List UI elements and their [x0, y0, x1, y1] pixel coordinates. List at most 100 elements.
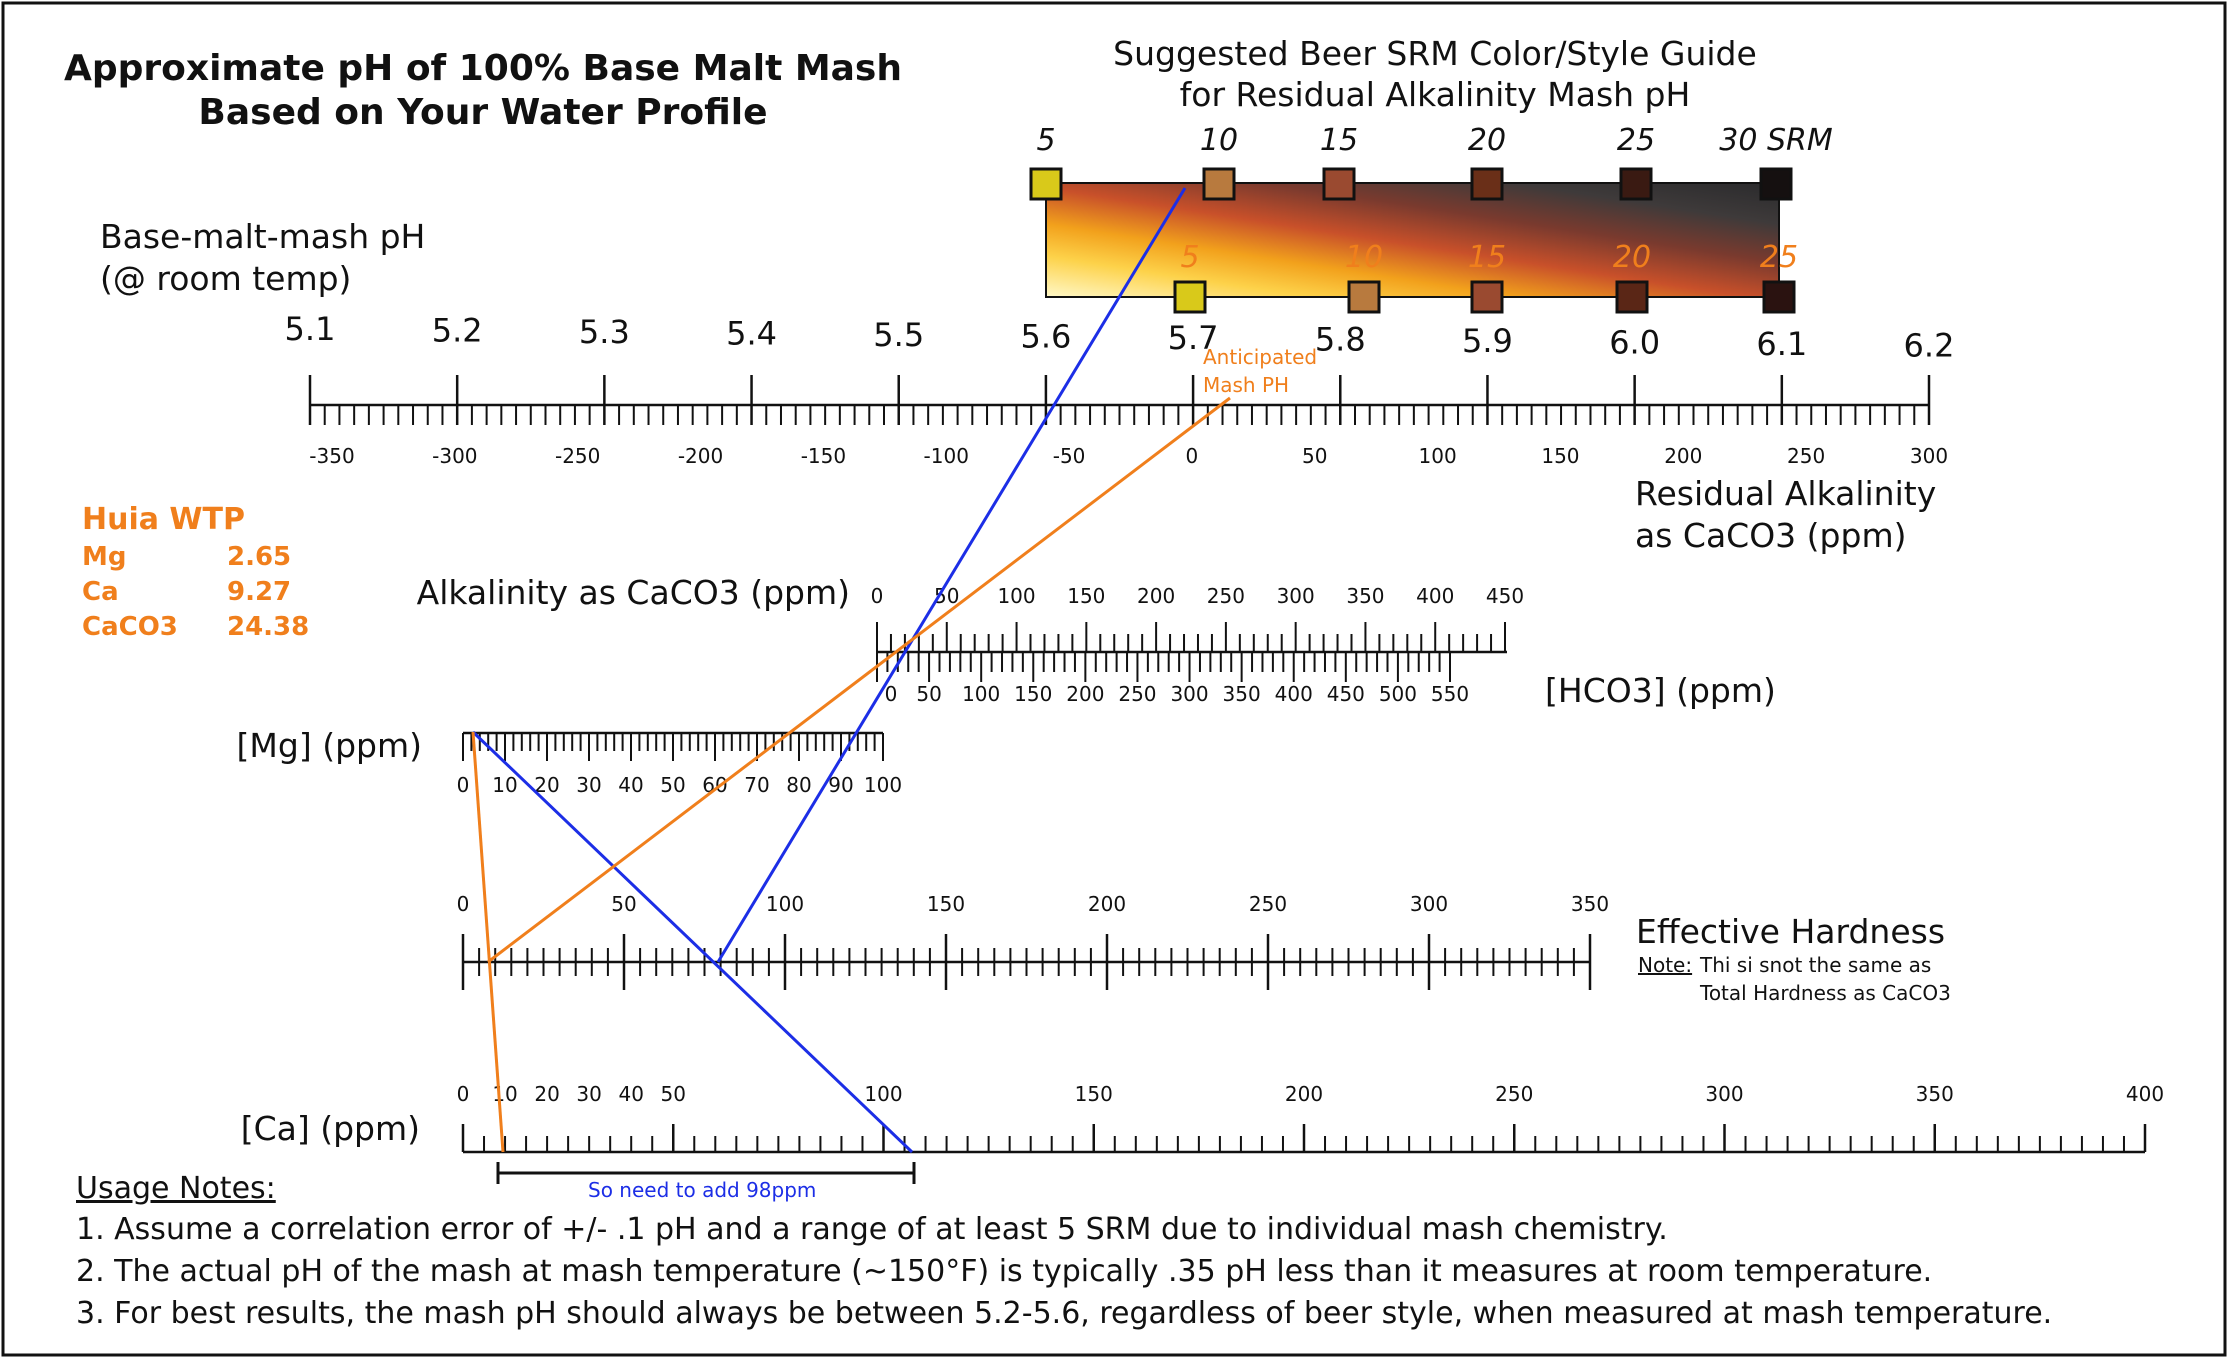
usage-notes-list: 1. Assume a correlation error of +/- .1 … — [76, 1212, 2052, 1331]
ra-tick-label: -250 — [555, 444, 600, 468]
ra-tick-label: 100 — [1419, 444, 1457, 468]
alkalinity-tick-label: 100 — [997, 584, 1035, 608]
ca-tick-label: 100 — [864, 1082, 902, 1106]
ra-tick-label: 50 — [1302, 444, 1327, 468]
water-profile-value: 9.27 — [227, 577, 291, 607]
hco3-tick-label: 300 — [1170, 682, 1208, 706]
srm-top-swatch — [1470, 167, 1504, 201]
anticipated-label-line2: Mash PH — [1203, 373, 1289, 397]
ca-axis: 0 10 20 30 40 50 100 150 200 250 300 350 400 — [457, 1082, 2164, 1154]
water-profile-value: 24.38 — [227, 612, 309, 642]
srm-bottom-swatch — [1173, 280, 1207, 314]
srm-bottom-label: 25 — [1760, 240, 1798, 275]
water-profile-name: Huia WTP — [82, 502, 245, 537]
mg-axis: 0 10 20 30 40 50 60 70 80 90 100 — [457, 731, 902, 797]
srm-top-label: 30 SRM — [1719, 123, 1833, 158]
ph-tick-label: 6.0 — [1609, 324, 1660, 362]
mg-tick-label: 10 — [492, 773, 517, 797]
srm-bottom-label: 10 — [1345, 240, 1383, 275]
srm-top-label: 20 — [1468, 123, 1506, 158]
alkalinity-tick-label: 450 — [1486, 584, 1524, 608]
hco3-tick-label: 150 — [1014, 682, 1052, 706]
hardness-tick-label: 350 — [1571, 892, 1609, 916]
hardness-note-label: Note: — [1638, 953, 1692, 977]
mg-tick-label: 80 — [786, 773, 811, 797]
hco3-tick-label: 550 — [1431, 682, 1469, 706]
hardness-tick-label: 250 — [1249, 892, 1287, 916]
add-calcium-bracket — [496, 1162, 916, 1184]
hardness-tick-label: 0 — [457, 892, 470, 916]
ra-scale-label-line1: Residual Alkalinity — [1635, 474, 1936, 513]
ca-scale-label: [Ca] (ppm) — [241, 1109, 420, 1148]
ca-tick-label: 0 — [457, 1082, 470, 1106]
srm-bottom-labels: 5 10 15 20 25 — [1180, 240, 1798, 275]
main-title-line1: Approximate pH of 100% Base Malt Mash — [64, 48, 902, 89]
ph-tick-label: 5.4 — [726, 315, 777, 353]
hardness-scale-label: Effective Hardness — [1636, 912, 1945, 951]
srm-top-label: 25 — [1617, 123, 1655, 158]
srm-bottom-swatch — [1615, 280, 1649, 314]
main-title-line2: Based on Your Water Profile — [198, 92, 767, 133]
ca-tick-label: 250 — [1495, 1082, 1533, 1106]
hco3-tick-label: 100 — [962, 682, 1000, 706]
srm-top-swatches — [1029, 167, 1793, 201]
ph-tick-label: 5.8 — [1315, 321, 1366, 359]
mg-tick-label: 90 — [828, 773, 853, 797]
ph-tick-label: 6.1 — [1756, 325, 1807, 363]
srm-bottom-swatches — [1173, 280, 1796, 314]
hco3-tick-label: 50 — [916, 682, 941, 706]
srm-bottom-swatch — [1470, 280, 1504, 314]
ph-tick-label: 5.7 — [1168, 319, 1219, 357]
ra-tick-label: 250 — [1787, 444, 1825, 468]
alkalinity-tick-label: 200 — [1137, 584, 1175, 608]
hardness-tick-label: 200 — [1088, 892, 1126, 916]
ph-ra-axis: 5.1 5.2 5.3 5.4 5.5 5.6 5.7 5.8 5.9 6.0 6.1 6.2 -350… — [285, 310, 1955, 468]
ca-tick-label: 10 — [492, 1082, 517, 1106]
blue-line-srm-to-hardness — [716, 187, 1187, 963]
srm-bottom-label: 5 — [1180, 240, 1199, 275]
hardness-tick-label: 50 — [611, 892, 636, 916]
srm-color-gradient-bar — [1045, 182, 1780, 298]
ca-tick-label: 20 — [534, 1082, 559, 1106]
ra-tick-label: 150 — [1541, 444, 1579, 468]
ca-tick-label: 150 — [1075, 1082, 1113, 1106]
mg-tick-label: 50 — [660, 773, 685, 797]
ca-tick-label: 30 — [576, 1082, 601, 1106]
srm-top-swatch — [1759, 167, 1793, 201]
srm-bottom-swatch — [1762, 280, 1796, 314]
water-profile-ion: CaCO3 — [82, 612, 178, 642]
mg-scale-label: [Mg] (ppm) — [237, 726, 422, 765]
ca-tick-label: 50 — [661, 1082, 686, 1106]
blue-line-mg-to-ca — [471, 730, 914, 1154]
alkalinity-tick-label: 250 — [1207, 584, 1245, 608]
solution-lines — [471, 187, 1231, 1154]
srm-top-swatch — [1619, 167, 1653, 201]
hco3-tick-label: 500 — [1379, 682, 1417, 706]
hardness-tick-label: 300 — [1410, 892, 1448, 916]
srm-top-swatch — [1029, 167, 1063, 201]
mg-tick-label: 60 — [702, 773, 727, 797]
ra-tick-label: -150 — [801, 444, 846, 468]
ph-tick-label: 5.5 — [873, 316, 924, 354]
alkalinity-tick-label: 0 — [871, 584, 884, 608]
hardness-note-text-line2: Total Hardness as CaCO3 — [1699, 981, 1951, 1005]
srm-guide-title-line2: for Residual Alkalinity Mash pH — [1180, 75, 1691, 114]
water-profile-table: Mg 2.65 Ca 9.27 CaCO3 24.38 — [82, 542, 309, 642]
srm-bottom-label: 15 — [1468, 240, 1506, 275]
mg-tick-label: 40 — [618, 773, 643, 797]
alkalinity-tick-label: 400 — [1416, 584, 1454, 608]
hco3-tick-label: 0 — [885, 682, 898, 706]
usage-note-item: 2. The actual pH of the mash at mash tem… — [76, 1254, 1932, 1289]
usage-note-item: 3. For best results, the mash pH should … — [76, 1296, 2052, 1331]
ph-tick-label: 5.9 — [1462, 322, 1513, 360]
alkalinity-tick-label: 150 — [1067, 584, 1105, 608]
srm-top-label: 5 — [1036, 123, 1055, 158]
ph-tick-label: 5.2 — [432, 312, 483, 350]
water-profile-ion: Mg — [82, 542, 126, 572]
hco3-tick-label: 250 — [1118, 682, 1156, 706]
srm-top-swatch — [1322, 167, 1356, 201]
alkalinity-tick-label: 300 — [1277, 584, 1315, 608]
anticipated-label-line1: Anticipated — [1203, 345, 1317, 369]
